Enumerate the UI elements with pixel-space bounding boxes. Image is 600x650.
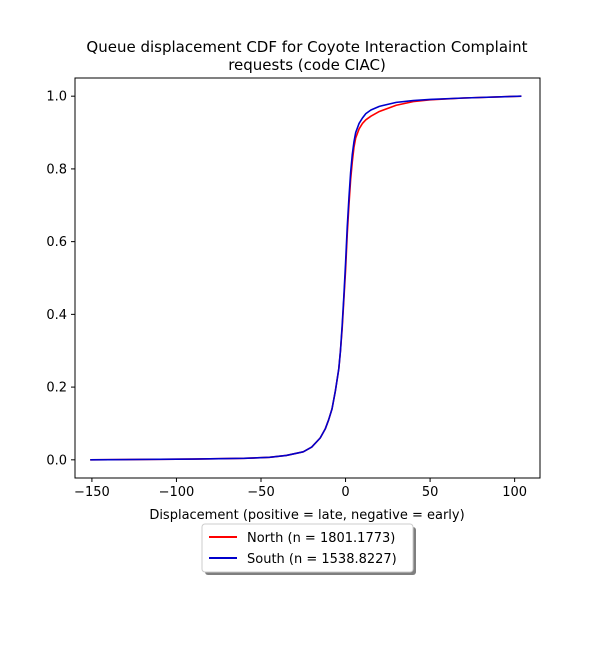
y-tick-label: 0.2 bbox=[46, 381, 67, 396]
x-tick-label: −150 bbox=[74, 485, 110, 500]
x-tick-label: 50 bbox=[422, 485, 439, 500]
y-tick-label: 0.4 bbox=[46, 308, 67, 323]
plot-area: −150 −100 −50 0 50 100 0.0 0.2 0.4 0.6 0.8 1.0 bbox=[46, 77, 541, 500]
legend-label-south: South (n = 1538.8227) bbox=[247, 552, 397, 567]
y-tick-label: 0.6 bbox=[46, 235, 67, 250]
chart-title-line2: requests (code CIAC) bbox=[228, 56, 386, 74]
y-tick-label: 0.8 bbox=[46, 162, 67, 177]
chart-title-line1: Queue displacement CDF for Coyote Intera… bbox=[86, 38, 527, 56]
series-line-south bbox=[90, 95, 522, 461]
y-tick-label: 1.0 bbox=[46, 90, 67, 105]
legend: North (n = 1801.1773) South (n = 1538.82… bbox=[201, 523, 416, 575]
series-layer bbox=[90, 95, 522, 461]
x-tick-label: 0 bbox=[341, 485, 349, 500]
x-tick-label: −50 bbox=[247, 485, 274, 500]
legend-box bbox=[201, 523, 414, 573]
x-axis-label: Displacement (positive = late, negative … bbox=[149, 508, 464, 523]
x-tick-label: 100 bbox=[502, 485, 527, 500]
axes-frame bbox=[74, 77, 541, 479]
legend-label-north: North (n = 1801.1773) bbox=[247, 531, 395, 546]
y-axis-ticks: 0.0 0.2 0.4 0.6 0.8 1.0 bbox=[46, 90, 75, 468]
x-tick-label: −100 bbox=[159, 485, 195, 500]
series-line-north bbox=[90, 95, 522, 461]
x-axis-ticks: −150 −100 −50 0 50 100 bbox=[74, 478, 527, 500]
y-tick-label: 0.0 bbox=[46, 453, 67, 468]
